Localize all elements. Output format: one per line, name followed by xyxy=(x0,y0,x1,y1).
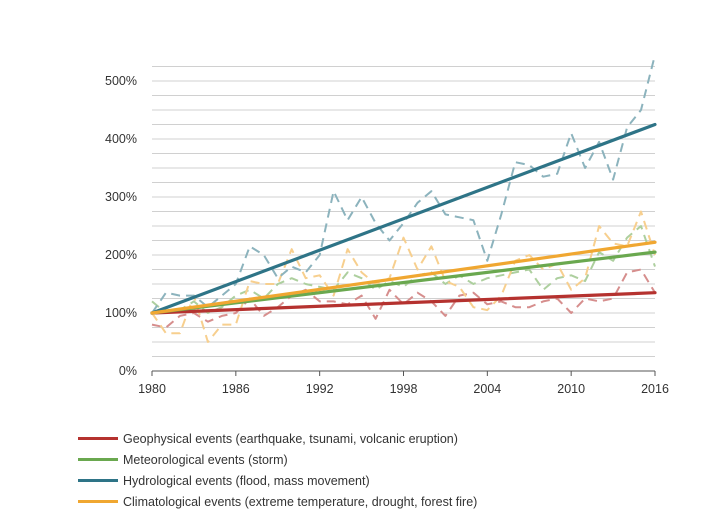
y-tick-label: 100% xyxy=(105,306,137,320)
legend-label: Geophysical events (earthquake, tsunami,… xyxy=(123,431,458,446)
legend-swatch xyxy=(78,479,118,482)
raw-line-1 xyxy=(151,225,656,314)
x-tick-label: 2004 xyxy=(473,382,501,396)
raw-series-lines xyxy=(151,54,656,343)
gridlines xyxy=(152,66,655,357)
y-tick-label: 200% xyxy=(105,248,137,262)
legend-item: Meteorological events (storm) xyxy=(78,449,477,470)
y-tick-label: 400% xyxy=(105,132,137,146)
x-tick-label: 1986 xyxy=(222,382,250,396)
trend-line-0 xyxy=(150,291,657,315)
legend-swatch xyxy=(78,437,118,440)
legend-item: Climatological events (extreme temperatu… xyxy=(78,491,477,512)
raw-line-0 xyxy=(151,268,656,329)
x-tick-label: 2016 xyxy=(641,382,669,396)
y-tick-label: 300% xyxy=(105,190,137,204)
legend-swatch xyxy=(78,500,118,503)
legend-item: Hydrological events (flood, mass movemen… xyxy=(78,470,477,491)
x-tick-label: 1998 xyxy=(390,382,418,396)
raw-line-3 xyxy=(151,210,656,343)
y-axis-ticks: 0% 100% 200% 300% 400% 500% xyxy=(105,74,137,378)
trend-lines xyxy=(150,122,657,315)
x-axis-ticks: 1980 1986 1992 1998 2004 2010 2016 xyxy=(138,371,669,396)
trend-line-2 xyxy=(150,122,657,315)
legend-label: Hydrological events (flood, mass movemen… xyxy=(123,473,370,488)
y-tick-label: 500% xyxy=(105,74,137,88)
trend-line-3 xyxy=(150,240,657,315)
line-chart: 0% 100% 200% 300% 400% 500% 1980 1986 1992 1998 2… xyxy=(105,54,669,396)
raw-line-2 xyxy=(151,54,656,314)
x-tick-label: 2010 xyxy=(557,382,585,396)
legend: Geophysical events (earthquake, tsunami,… xyxy=(78,428,477,512)
x-tick-label: 1980 xyxy=(138,382,166,396)
legend-item: Geophysical events (earthquake, tsunami,… xyxy=(78,428,477,449)
trend-line-1 xyxy=(150,250,657,315)
legend-label: Meteorological events (storm) xyxy=(123,452,288,467)
y-tick-label: 0% xyxy=(119,364,137,378)
x-tick-label: 1992 xyxy=(306,382,334,396)
legend-label: Climatological events (extreme temperatu… xyxy=(123,494,478,509)
legend-swatch xyxy=(78,458,118,461)
